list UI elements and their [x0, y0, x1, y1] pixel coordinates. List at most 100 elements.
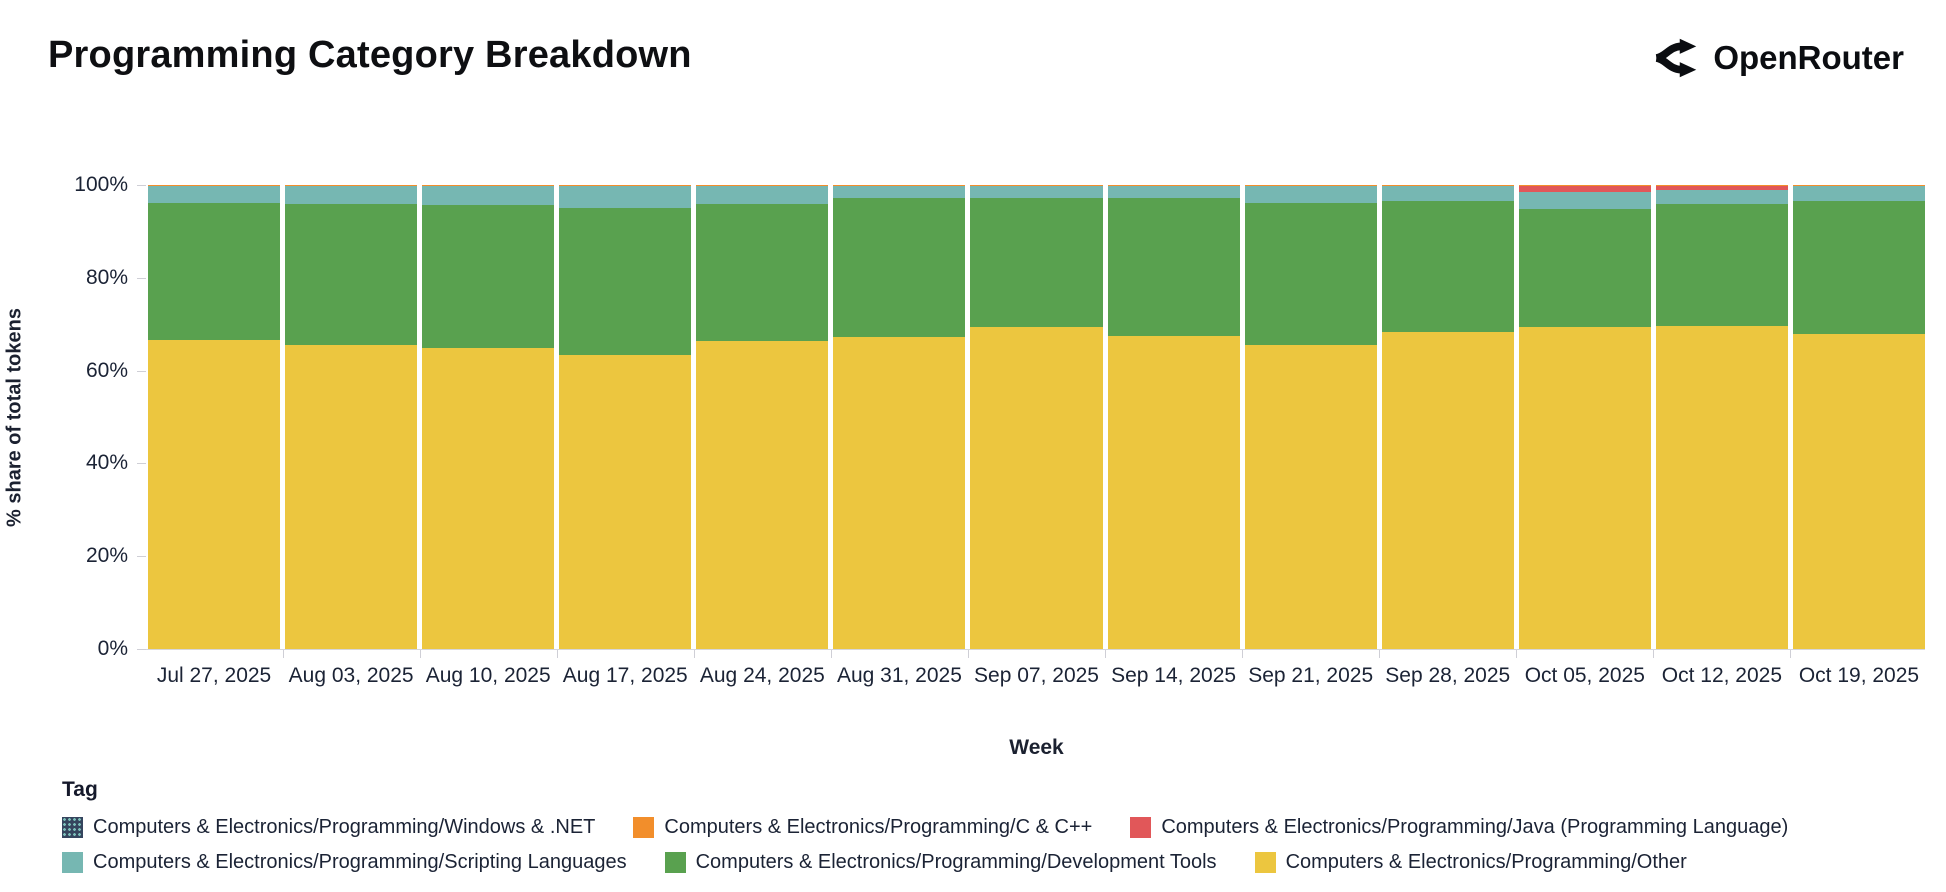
bar-segment[interactable] — [1381, 186, 1514, 201]
bar-segment[interactable] — [422, 185, 555, 187]
legend-row: Computers & Electronics/Programming/Wind… — [62, 816, 1788, 839]
bar-column — [1244, 185, 1377, 649]
x-tick-mark — [419, 650, 421, 658]
y-tick-label: 0% — [97, 637, 128, 660]
bar-segment[interactable] — [1518, 185, 1651, 187]
openrouter-icon — [1655, 38, 1697, 78]
bar-segment[interactable] — [696, 203, 829, 342]
openrouter-logo[interactable]: OpenRouter — [1655, 36, 1904, 80]
legend: Tag Computers & Electronics/Programming/… — [62, 778, 1788, 886]
legend-swatch — [1130, 817, 1152, 838]
x-axis-labels: Jul 27, 2025 Aug 03, 2025 Aug 10, 2025 Aug … — [148, 664, 1925, 688]
x-tick-label: Aug 10, 2025 — [425, 664, 551, 687]
bar-segment[interactable] — [1107, 198, 1240, 336]
bar-segment[interactable] — [1107, 185, 1240, 187]
legend-item[interactable]: Computers & Electronics/Programming/Scri… — [62, 851, 627, 874]
legend-item[interactable]: Computers & Electronics/Programming/Wind… — [62, 816, 595, 839]
bar-segment[interactable] — [1518, 208, 1651, 328]
bar-segment[interactable] — [1107, 186, 1240, 199]
y-tick-label: 40% — [85, 451, 128, 475]
legend-rows: Computers & Electronics/Programming/Wind… — [62, 816, 1788, 874]
bar-segment[interactable] — [970, 327, 1103, 649]
bar-segment[interactable] — [833, 186, 966, 198]
bar-segment[interactable] — [1792, 186, 1926, 201]
bar-segment[interactable] — [1381, 200, 1514, 333]
bar-segment[interactable] — [285, 204, 418, 346]
x-tick-mark — [1653, 650, 1655, 658]
bar-segment[interactable] — [1107, 335, 1240, 649]
x-tick-label: Sep 21, 2025 — [1248, 664, 1374, 687]
bar-segment[interactable] — [1792, 334, 1926, 649]
legend-swatch — [62, 817, 83, 838]
y-tick-mark — [137, 649, 146, 650]
legend-item[interactable]: Computers & Electronics/Programming/Othe… — [1254, 851, 1687, 874]
bar-segment[interactable] — [559, 186, 692, 208]
bar-segment[interactable] — [285, 185, 418, 187]
bar-segment[interactable] — [1381, 185, 1514, 187]
bar-segment[interactable] — [1244, 203, 1377, 346]
bar-segment[interactable] — [1655, 186, 1788, 191]
bar-segment[interactable] — [559, 185, 692, 187]
y-axis-title: % share of total tokens — [3, 308, 26, 527]
bar-segment[interactable] — [559, 207, 692, 356]
bar-column — [1381, 185, 1514, 649]
bar-segment[interactable] — [970, 186, 1103, 199]
plot-area — [148, 185, 1926, 649]
bar-segment[interactable] — [422, 186, 555, 205]
bar-segment[interactable] — [1655, 190, 1788, 204]
bar-segment[interactable] — [1381, 332, 1514, 649]
bar-segment[interactable] — [696, 186, 829, 204]
bar-segment[interactable] — [1244, 345, 1377, 649]
bar-segment[interactable] — [148, 186, 281, 204]
bar-segment[interactable] — [1244, 185, 1377, 187]
bar-segment[interactable] — [970, 185, 1103, 187]
bar-segment[interactable] — [148, 340, 281, 649]
bar-segment[interactable] — [1655, 203, 1788, 327]
legend-label: Computers & Electronics/Programming/Java… — [1161, 816, 1789, 838]
legend-swatch — [62, 852, 83, 873]
bar-segment[interactable] — [148, 203, 281, 341]
bar-segment[interactable] — [422, 204, 555, 349]
x-tick-mark — [693, 650, 695, 658]
bar-segment[interactable] — [148, 185, 281, 187]
bar-segment[interactable] — [1655, 185, 1788, 187]
x-tick-label: Sep 14, 2025 — [1111, 664, 1237, 687]
x-tick-label: Sep 28, 2025 — [1385, 664, 1511, 687]
bar-segment[interactable] — [1792, 185, 1926, 187]
x-tick-mark — [967, 650, 969, 658]
bar-column — [1792, 185, 1926, 649]
bar-segment[interactable] — [833, 336, 966, 649]
bar-segment[interactable] — [1244, 186, 1377, 204]
y-tick-mark — [137, 277, 146, 279]
bar-segment[interactable] — [1655, 326, 1788, 649]
bar-columns — [148, 185, 1926, 649]
bar-segment[interactable] — [1518, 186, 1651, 192]
y-tick-mark — [137, 556, 146, 558]
bar-column — [559, 185, 692, 649]
legend-item[interactable]: Computers & Electronics/Programming/Java… — [1130, 816, 1788, 839]
legend-item[interactable]: Computers & Electronics/Programming/C & … — [633, 816, 1092, 839]
bar-column — [422, 185, 555, 649]
legend-item[interactable]: Computers & Electronics/Programming/Deve… — [664, 851, 1217, 874]
bar-column — [1518, 185, 1651, 649]
bar-segment[interactable] — [1518, 327, 1651, 649]
legend-swatch — [1254, 852, 1276, 873]
page-title: Programming Category Breakdown — [48, 34, 692, 76]
bar-segment[interactable] — [696, 185, 829, 187]
bar-segment[interactable] — [833, 185, 966, 187]
bar-segment[interactable] — [1518, 191, 1651, 209]
x-tick-label: Sep 07, 2025 — [974, 664, 1099, 687]
bar-column — [1655, 185, 1788, 649]
bar-segment[interactable] — [970, 198, 1103, 328]
y-tick-mark — [137, 185, 146, 186]
legend-title: Tag — [62, 778, 98, 801]
x-tick-label: Aug 03, 2025 — [288, 664, 414, 687]
bar-segment[interactable] — [559, 355, 692, 649]
bar-segment[interactable] — [285, 186, 418, 204]
bar-segment[interactable] — [833, 197, 966, 337]
x-tick-mark — [1790, 650, 1792, 658]
bar-segment[interactable] — [285, 345, 418, 649]
bar-segment[interactable] — [696, 341, 829, 649]
bar-segment[interactable] — [1792, 200, 1926, 335]
bar-segment[interactable] — [422, 348, 555, 649]
